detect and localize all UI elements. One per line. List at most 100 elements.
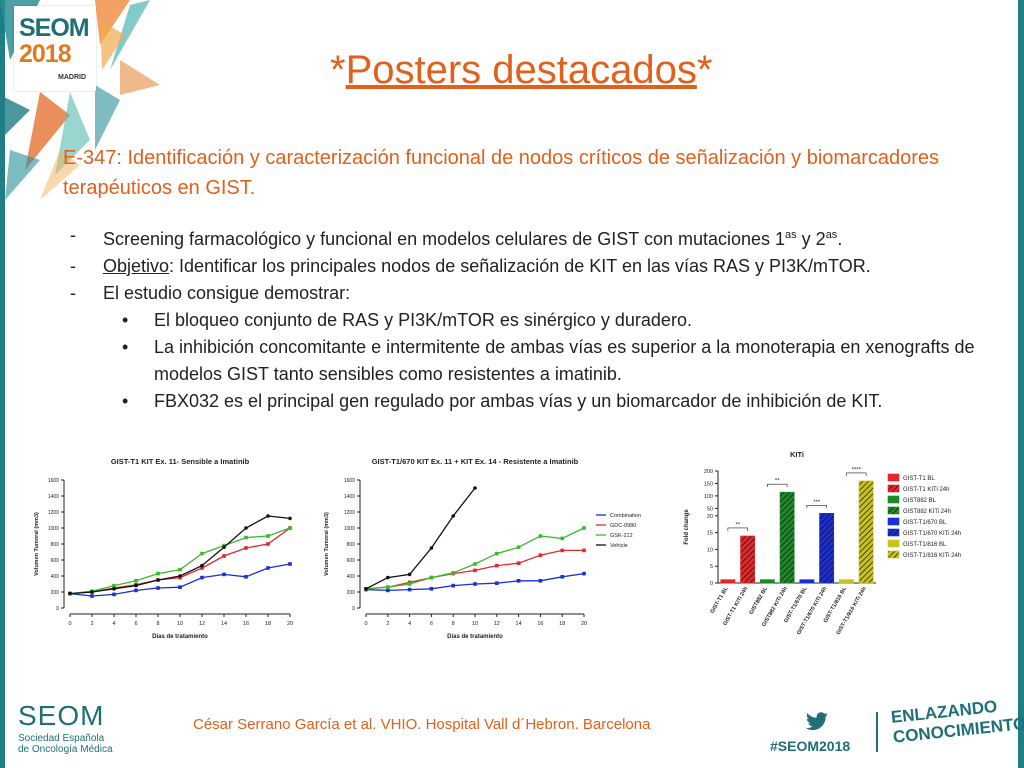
data-point — [473, 562, 477, 566]
significance-label: ** — [775, 479, 780, 485]
legend-swatch — [887, 517, 900, 526]
data-point — [112, 592, 116, 597]
subbullet-text: El bloqueo conjunto de RAS y PI3K/mTOR e… — [154, 310, 692, 330]
subbullet-3: • FBX032 es el principal gen regulado po… — [70, 388, 1000, 415]
bullet-text: . — [837, 229, 843, 249]
data-point — [178, 567, 182, 572]
data-point — [244, 526, 248, 530]
subbullet-text: La inhibición concomitante e intermitent… — [154, 337, 975, 384]
data-point — [473, 568, 477, 573]
significance-label: ** — [735, 522, 740, 528]
data-point — [386, 585, 390, 589]
logo-name: SEOM — [19, 14, 90, 42]
bullet-list: - Screening farmacológico y funcional en… — [70, 222, 1000, 415]
legend-swatch — [887, 473, 900, 482]
x-tick-label: GIST882 BL — [748, 585, 769, 615]
bullet-text: y 2 — [796, 229, 826, 249]
x-tick-label: 2 — [90, 621, 93, 627]
y-tick-label: 1600 — [344, 478, 355, 484]
legend-label: GIST-T1/670 BL — [903, 520, 947, 526]
y-tick-label: 200 — [704, 469, 713, 475]
footer-hashtag: #SEOM2018 — [770, 738, 851, 754]
footer-credit: César Serrano García et al. VHIO. Hospit… — [193, 716, 651, 733]
significance-bracket — [806, 505, 827, 509]
bullet-text: El estudio consigue demostrar: — [103, 283, 351, 303]
data-point — [407, 587, 412, 592]
bar-gist-t1-kiti-24h — [740, 535, 756, 584]
objetivo-label: Objetivo — [103, 256, 170, 276]
significance-label: **** — [852, 467, 862, 473]
data-point — [364, 587, 368, 591]
data-point — [200, 566, 204, 570]
y-tick-label: 1400 — [48, 494, 59, 500]
superscript: as — [825, 229, 838, 241]
x-tick-label: 6 — [134, 621, 137, 627]
data-point — [244, 546, 248, 550]
x-tick-label: 8 — [452, 621, 455, 627]
data-point — [178, 585, 182, 589]
data-point — [266, 534, 270, 538]
bar-gist882-bl — [759, 579, 775, 584]
x-tick-label: 4 — [112, 621, 115, 627]
legend-label: GIST-T1 KITi 24h — [903, 487, 949, 493]
data-point — [266, 566, 270, 570]
x-axis-label: Días de tratamiento — [447, 634, 503, 640]
chart-title: KITi — [790, 450, 804, 459]
x-tick-label: 0 — [364, 621, 367, 627]
y-tick-label: 1400 — [344, 494, 355, 500]
poster-title: E-347: Identificación y caracterización … — [63, 147, 940, 199]
series-line-vehicle — [69, 515, 291, 595]
data-point — [538, 553, 543, 557]
legend-label: Combination — [610, 513, 641, 519]
y-tick-label: 600 — [51, 558, 60, 564]
series-line-gsk-212 — [365, 527, 585, 590]
title-star-right: * — [696, 48, 713, 92]
y-tick-label: 1000 — [48, 526, 59, 532]
data-point — [495, 563, 499, 568]
data-point — [266, 514, 270, 518]
bar-gist-t1-bl — [720, 579, 736, 584]
data-point — [582, 571, 586, 576]
x-tick-label: 12 — [494, 621, 500, 627]
data-point — [451, 514, 455, 518]
x-tick-label: 10 — [177, 621, 183, 627]
data-point — [495, 551, 499, 556]
data-point — [266, 542, 270, 546]
data-point — [134, 588, 138, 593]
legend-label: GIST-T1/670 KITi 24h — [903, 531, 961, 537]
data-point — [288, 516, 292, 521]
bar-gist-t1-670-kiti-24h — [819, 513, 835, 584]
org-line-1: Sociedad Española — [18, 733, 105, 744]
y-axis-label: Volumen Tumoral (mm3) — [324, 512, 330, 576]
legend-label: GIST-T1 BL — [903, 476, 935, 482]
x-tick-label: 14 — [516, 621, 522, 627]
x-tick-label: 4 — [408, 621, 411, 627]
legend-label: GIST882 KITi 24h — [903, 509, 951, 515]
twitter-icon — [805, 712, 828, 731]
legend-swatch — [887, 484, 900, 493]
data-point — [222, 572, 226, 577]
bullet-text: Screening farmacológico y funcional en m… — [103, 229, 786, 249]
seom-2018-logo: SEOM 2018 MADRID — [14, 6, 96, 91]
data-point — [560, 548, 564, 553]
significance-bracket — [727, 527, 748, 531]
bullet-objetivo: - Objetivo: Identificar los principales … — [70, 253, 1000, 280]
legend-label: GIST-T1/816 KITi 24h — [903, 553, 961, 559]
data-point — [156, 586, 160, 590]
x-tick-label: 14 — [221, 621, 227, 627]
data-point — [473, 486, 477, 490]
data-point — [407, 582, 412, 586]
data-point — [288, 526, 292, 530]
data-point — [134, 583, 138, 588]
subbullet-1: • El bloqueo conjunto de RAS y PI3K/mTOR… — [70, 307, 1000, 334]
bar-gist-t1-816-kiti-24h — [858, 480, 874, 584]
y-tick-label: 1000 — [344, 526, 355, 532]
x-tick-label: 10 — [472, 621, 478, 627]
data-point — [560, 575, 564, 579]
data-point — [68, 591, 72, 596]
chart-title: GIST-T1/670 KIT Ex. 11 + KIT Ex. 14 - Re… — [372, 457, 579, 466]
data-point — [516, 561, 521, 565]
y-tick-label: 400 — [51, 574, 60, 580]
data-point — [429, 587, 434, 591]
y-tick-label: 1200 — [48, 510, 59, 516]
